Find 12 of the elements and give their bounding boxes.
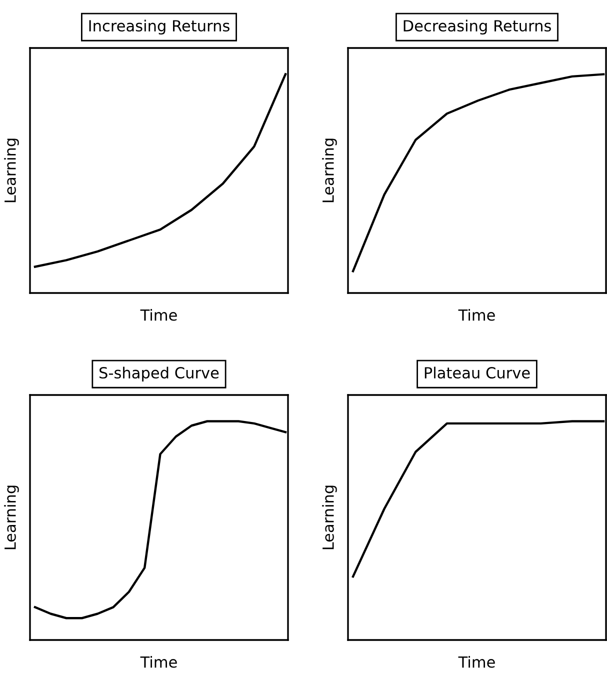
y-axis-title: Learning xyxy=(322,486,337,550)
y-axis-title: Learning xyxy=(322,138,337,202)
chart-title: Decreasing Returns xyxy=(404,20,551,35)
x-axis-title: Time xyxy=(140,656,177,668)
chart-title: S-shaped Curve xyxy=(100,366,219,382)
x-axis-title: Time xyxy=(140,308,177,321)
x-axis-title: Time xyxy=(458,308,495,321)
y-axis-title: Learning xyxy=(4,486,19,550)
chart-title: Plateau Curve xyxy=(424,366,530,379)
y-axis-title: Learning xyxy=(4,138,19,202)
chart-title: Increasing Returns xyxy=(89,20,230,35)
x-axis-title: Time xyxy=(458,656,495,668)
